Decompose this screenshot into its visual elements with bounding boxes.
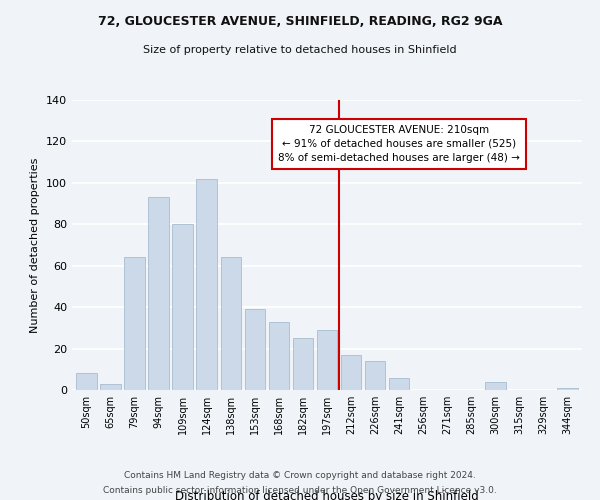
Bar	[76, 374, 97, 390]
Text: 72, GLOUCESTER AVENUE, SHINFIELD, READING, RG2 9GA: 72, GLOUCESTER AVENUE, SHINFIELD, READIN…	[98, 15, 502, 28]
Bar	[221, 258, 241, 390]
Bar	[365, 361, 385, 390]
Text: 72 GLOUCESTER AVENUE: 210sqm
← 91% of detached houses are smaller (525)
8% of se: 72 GLOUCESTER AVENUE: 210sqm ← 91% of de…	[278, 125, 520, 163]
X-axis label: Distribution of detached houses by size in Shinfield: Distribution of detached houses by size …	[175, 490, 479, 500]
Bar	[124, 258, 145, 390]
Text: Contains public sector information licensed under the Open Government Licence v3: Contains public sector information licen…	[103, 486, 497, 495]
Bar	[557, 388, 578, 390]
Bar	[389, 378, 409, 390]
Bar	[341, 355, 361, 390]
Bar	[269, 322, 289, 390]
Bar	[485, 382, 506, 390]
Text: Size of property relative to detached houses in Shinfield: Size of property relative to detached ho…	[143, 45, 457, 55]
Bar	[172, 224, 193, 390]
Bar	[148, 198, 169, 390]
Bar	[245, 309, 265, 390]
Text: Contains HM Land Registry data © Crown copyright and database right 2024.: Contains HM Land Registry data © Crown c…	[124, 471, 476, 480]
Bar	[196, 178, 217, 390]
Bar	[317, 330, 337, 390]
Y-axis label: Number of detached properties: Number of detached properties	[31, 158, 40, 332]
Bar	[293, 338, 313, 390]
Bar	[100, 384, 121, 390]
